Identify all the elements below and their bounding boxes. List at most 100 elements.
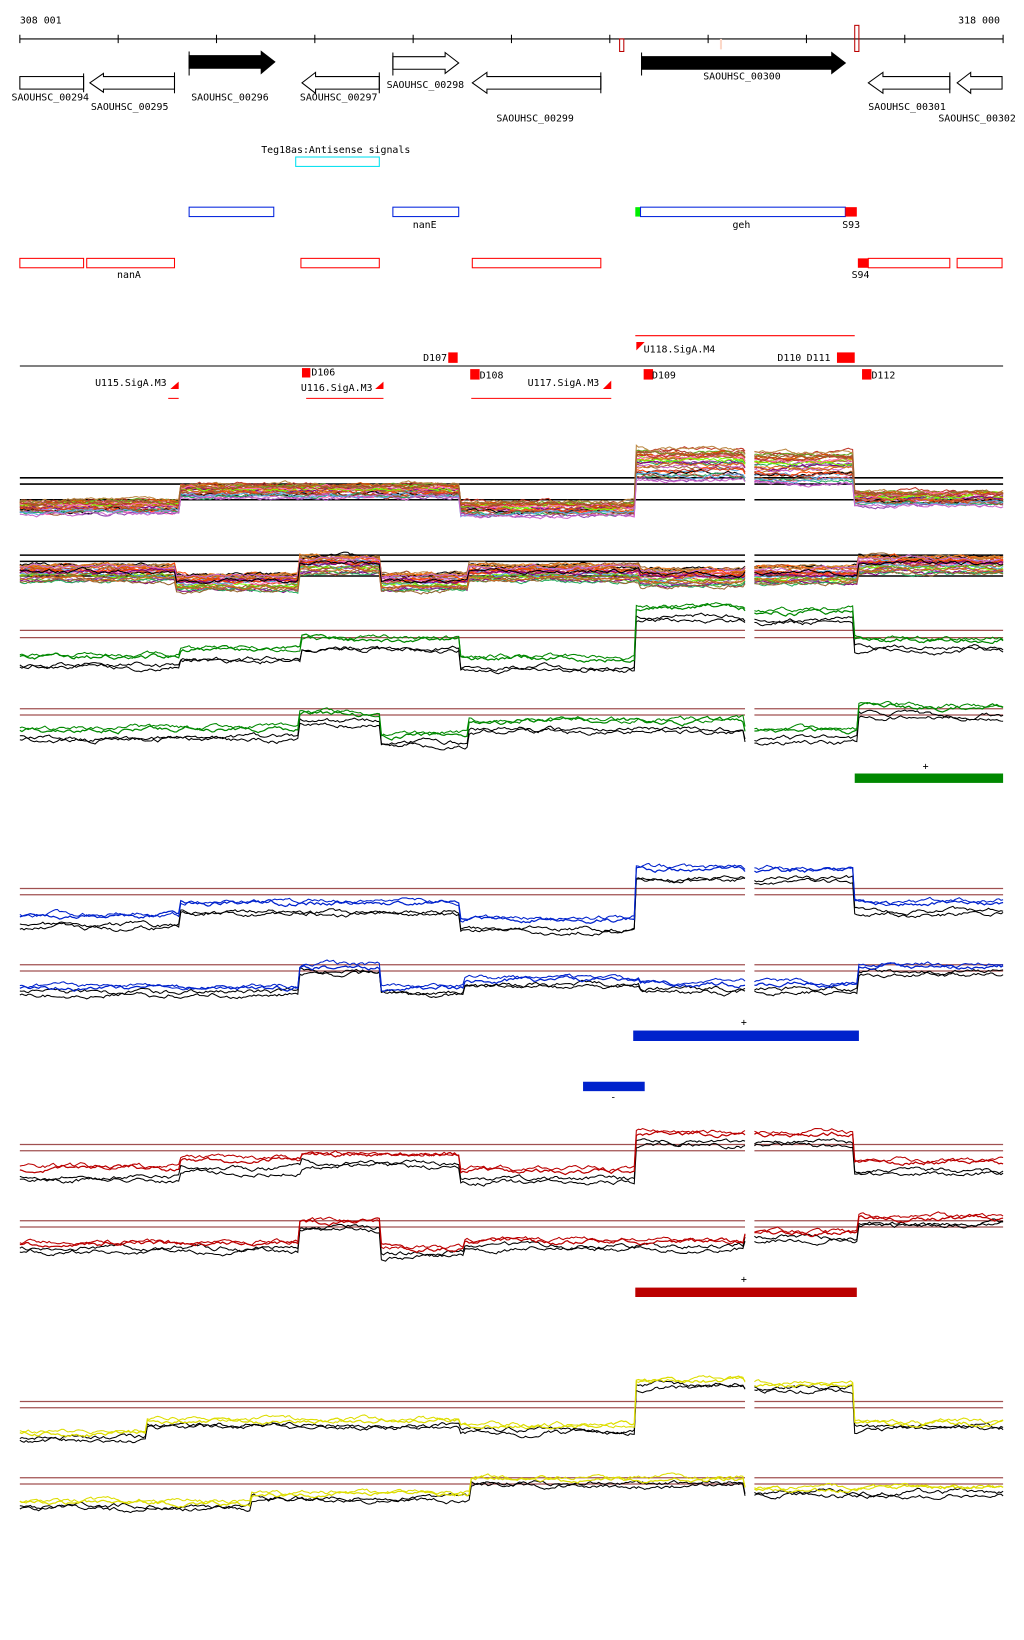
sample-curve [19,560,746,584]
marker [619,38,625,53]
promoter-label[interactable]: U115.SigA.M3 [95,378,167,389]
control-curve [19,1379,746,1441]
terminator-label[interactable]: D106 [311,367,335,378]
condition-curve [19,964,746,993]
feature-box[interactable] [956,257,1003,269]
sample-curve [19,455,746,510]
segment-bar-blue-minus[interactable] [583,1081,645,1092]
terminator-label[interactable]: D107 [423,353,447,364]
sample-curve [19,553,746,578]
feature-geh[interactable] [640,206,846,218]
gene-label: SAOUHSC_00298 [387,80,465,91]
sample-curve [754,471,1004,505]
condition-curve [19,602,746,661]
sample-curve [754,480,1004,509]
terminator-label[interactable]: D112 [871,371,895,382]
terminator-label[interactable]: D109 [652,371,676,382]
feature-S93[interactable] [845,207,857,217]
condition-curve [19,959,746,991]
condition-curve [19,1127,746,1173]
gene-SAOUHSC_00300[interactable]: SAOUHSC_00300 [641,51,847,83]
control-curve [754,877,1004,919]
promoter-track: U115.SigA.M3 D106 U116.SigA.M3 D107 D108… [19,335,1004,399]
terminator-label[interactable]: D111 [807,353,831,364]
control-curve [754,1491,1004,1501]
condition-curve [754,1128,1004,1164]
terminator-label[interactable]: D110 [777,353,801,364]
sample-curve [754,569,1004,587]
condition-curve [754,700,1004,732]
coordinate-ruler: 308 001 318 000 [19,15,1004,53]
gene-SAOUHSC_00299[interactable]: SAOUHSC_00299 [471,71,602,124]
control-curve [19,1226,746,1262]
control-curve [19,717,746,746]
antisense-label: Teg18as:Antisense signals [261,145,410,156]
promoter-label[interactable]: U117.SigA.M3 [528,378,600,389]
condition-curve [19,603,746,663]
condition-curve [754,1211,1004,1235]
feature-box[interactable] [19,257,85,269]
feature-box[interactable] [867,257,951,269]
sample-curve [754,460,1004,501]
segment-bar-red[interactable] [635,1287,857,1297]
gene-SAOUHSC_00295[interactable]: SAOUHSC_00295 [88,72,176,113]
condition-curve [754,605,1004,641]
sample-curve [754,447,1004,497]
feature-nanA[interactable] [86,257,176,269]
control-curve [754,1218,1004,1241]
minus-feature-track: nanA S94 [19,257,1003,281]
feature-label: nanE [413,220,437,231]
condition-curve [19,1472,746,1505]
gene-SAOUHSC_00298[interactable]: SAOUHSC_00298 [387,51,465,92]
gene-SAOUHSC_00296[interactable]: SAOUHSC_00296 [188,50,276,104]
control-curve [19,875,746,934]
sample-curve [19,450,746,507]
feature-box[interactable] [471,257,602,269]
feature-nanE[interactable] [392,206,460,218]
sample-curve [754,448,1004,497]
control-curve [754,1138,1004,1175]
feature-box[interactable] [188,206,275,218]
sample-curve [19,564,746,588]
segment-bar-blue-plus[interactable] [633,1030,859,1041]
condition-curve [754,961,1004,987]
segment-strand-label: - [610,1093,616,1104]
promoter-label[interactable]: U118.SigA.M4 [644,344,716,355]
control-curve [754,1384,1004,1429]
feature-label: geh [732,220,750,231]
control-curve [754,970,1004,997]
gene-label: SAOUHSC_00301 [868,102,946,113]
antisense-feature[interactable] [295,156,380,167]
gene-label: SAOUHSC_00299 [496,113,574,124]
sample-curve [754,558,1004,576]
sample-curve [754,563,1004,582]
feature-label: S93 [842,220,860,231]
sample-curve [754,559,1004,578]
gene-SAOUHSC_00301[interactable]: SAOUHSC_00301 [867,71,951,113]
feature-S94[interactable] [857,258,869,268]
gene-SAOUHSC_00294[interactable]: SAOUHSC_00294 [11,73,89,104]
promoter-arrow [170,381,179,389]
gene-label: SAOUHSC_00295 [91,102,169,113]
expression-tracks [19,444,1004,1514]
sample-curve [754,554,1004,573]
gene-SAOUHSC_00297[interactable]: SAOUHSC_00297 [300,71,380,104]
sample-curve [19,556,746,579]
feature-box[interactable] [300,257,380,269]
control-curve [19,722,746,751]
gene-SAOUHSC_00302[interactable]: SAOUHSC_00302 [938,71,1016,124]
sample-curve [19,477,746,520]
condition-curve [754,962,1004,989]
promoter-label[interactable]: U116.SigA.M3 [301,383,373,394]
control-curve [754,616,1004,651]
terminator-label[interactable]: D108 [480,371,504,382]
ruler-start-label: 308 001 [20,15,62,26]
control-curve [19,1223,746,1256]
condition-curve [19,862,746,923]
segment-bar-green[interactable] [854,773,1004,783]
segment-strand-label: + [923,761,929,772]
plus-feature-track: nanE geh S93 [188,206,860,231]
marker [854,24,860,52]
control-curve [19,970,746,1000]
